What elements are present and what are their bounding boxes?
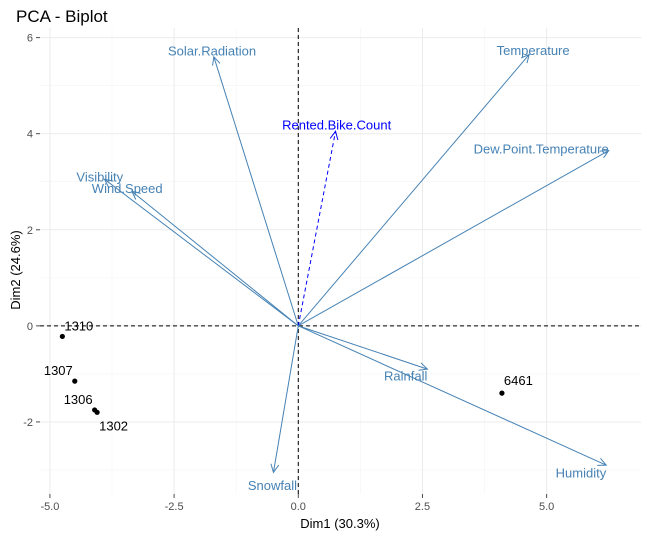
arrowhead — [520, 53, 530, 64]
individual: 1306 — [64, 392, 98, 413]
variable-label: Snowfall — [248, 478, 297, 493]
individual-label: 6461 — [504, 373, 533, 388]
individual-point — [499, 390, 505, 396]
variable-label: Solar.Radiation — [168, 43, 256, 58]
variable-label: Dew.Point.Temperature — [474, 142, 609, 157]
variable-arrow-group: Solar.Radiation — [168, 43, 299, 327]
variable-arrow-group: Snowfall — [248, 325, 299, 493]
individual: 6461 — [499, 373, 533, 396]
variable-arrow — [297, 131, 337, 326]
variable-arrow-group: Humidity — [298, 325, 608, 480]
individual: 1307 — [44, 363, 78, 384]
individual-label: 1310 — [64, 318, 93, 333]
variable-arrow — [272, 325, 299, 473]
variable-arrow — [298, 150, 609, 327]
y-tick-label: -2 — [23, 417, 33, 429]
y-tick-label: 6 — [27, 33, 33, 45]
individual-label: 1302 — [99, 418, 128, 433]
x-axis-title: Dim1 (30.3%) — [300, 516, 379, 531]
arrowhead — [270, 463, 280, 474]
grid — [40, 28, 641, 494]
variable-arrow — [213, 56, 299, 327]
y-axis-title: Dim2 (24.6%) — [8, 230, 23, 309]
x-tick-label: 0.0 — [291, 501, 306, 513]
variable-label: Humidity — [556, 465, 607, 480]
variable-arrows: Solar.Radiation Temperature Rented.Bike.Co… — [76, 43, 610, 493]
arrowhead — [329, 130, 339, 141]
variable-label: Wind.Speed — [92, 181, 163, 196]
individual: 1310 — [59, 318, 93, 340]
arrowhead — [597, 457, 608, 466]
variable-arrow-group: Temperature — [297, 43, 570, 327]
variable-arrow-group: Visibility — [76, 169, 299, 327]
individual-point — [72, 378, 78, 384]
variable-arrow-group: Wind.Speed — [92, 181, 299, 327]
individual-label: 1306 — [64, 392, 93, 407]
reference-lines — [40, 28, 641, 494]
arrowhead — [103, 178, 114, 188]
y-tick-label: 4 — [27, 129, 33, 141]
y-tick-label: 0 — [27, 321, 33, 333]
variable-label: Temperature — [497, 43, 570, 58]
variable-arrow — [104, 178, 299, 327]
x-tick-label: 5.0 — [539, 501, 554, 513]
individual-label: 1307 — [44, 363, 73, 378]
variable-arrow — [297, 54, 530, 327]
variable-arrow — [131, 190, 299, 327]
arrowhead — [130, 190, 141, 200]
variable-label: Visibility — [76, 169, 123, 184]
variable-arrow-group: Dew.Point.Temperature — [298, 142, 610, 327]
axis-ticks: -5.0 -2.5 0.0 2.5 5.0 -2 0 2 4 6 — [23, 33, 554, 513]
individual: 1302 — [94, 409, 128, 433]
arrowhead — [599, 149, 610, 159]
x-tick-label: 2.5 — [415, 501, 430, 513]
x-tick-label: -2.5 — [165, 501, 184, 513]
variable-arrow — [298, 325, 428, 370]
variable-label: Rented.Bike.Count — [282, 117, 392, 132]
arrowhead — [212, 55, 221, 66]
arrowhead — [418, 362, 429, 371]
individual-points: 1310 1307 1306 1302 6461 — [44, 318, 533, 433]
y-tick-label: 2 — [27, 225, 33, 237]
chart-title: PCA - Biplot — [16, 7, 108, 26]
individual-point — [94, 409, 100, 415]
variable-arrow — [298, 325, 607, 466]
individual-point — [59, 333, 65, 340]
x-tick-label: -5.0 — [40, 501, 59, 513]
variable-arrow-group: Rented.Bike.Count — [282, 117, 392, 326]
